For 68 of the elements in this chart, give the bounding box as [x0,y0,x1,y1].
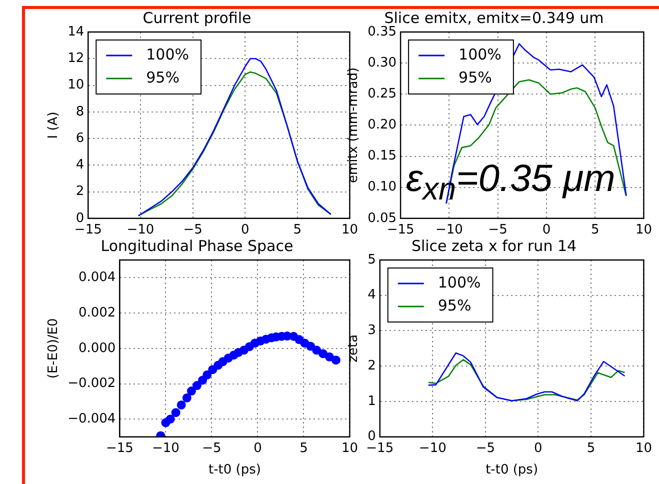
x-tick-label: 10 [341,440,358,456]
point [166,414,175,424]
point [176,400,186,410]
chart-title: Current profile [142,8,252,27]
x-tick-label: −10 [418,440,446,456]
x-axis-title: t-t0 (ps) [208,462,261,478]
x-tick-label: −10 [152,440,180,456]
legend-label: 100% [146,45,190,64]
y-tick-label: 0.002 [78,305,116,320]
point [202,370,212,380]
y-tick-label: 0.15 [368,148,397,164]
x-tick-label: 10 [635,222,652,238]
y-tick-label: −0.004 [68,411,116,426]
x-tick-label: −5 [202,440,222,456]
y-axis-title: emitx (mm-mrad) [346,67,362,183]
point [182,393,192,402]
x-tick-label: −10 [435,222,463,238]
x-tick-label: −5 [183,222,202,238]
point [186,386,196,396]
legend-label: 95% [146,68,180,86]
x-tick-label: −10 [126,222,154,238]
point [192,381,202,390]
chart-title: Longitudinal Phase Space [100,236,294,255]
y-tick-label: 0.004 [78,270,116,286]
point [331,356,340,365]
x-tick-label: 5 [300,440,308,456]
y-tick-label: 5 [368,252,376,268]
y-axis-title: I (A) [46,112,62,139]
chart-title: Slice emitx, emitx=0.349 um [384,8,604,27]
y-tick-label: 0.25 [368,86,397,102]
y-tick-label: −0.002 [68,376,116,392]
x-tick-label: 0 [542,222,551,238]
y-tick-label: 4 [368,288,376,303]
x-tick-label: 10 [635,440,652,456]
y-axis-title: (E-E0)/E0 [46,318,62,379]
legend-label: 100% [458,45,502,64]
y-tick-label: 12 [68,51,84,66]
y-tick-label: 1 [368,394,376,409]
x-tick-label: 5 [590,222,600,238]
x-tick-label: 0 [254,440,262,456]
point [171,408,180,418]
y-tick-label: 2 [76,184,84,200]
y-tick-label: 0.35 [368,24,397,40]
x-tick-label: 5 [586,440,596,456]
y-tick-label: 0.20 [368,118,397,133]
x-tick-label: 10 [341,222,358,238]
y-tick-label: 0.10 [368,180,397,195]
y-axis-title: zeta [346,334,362,362]
x-tick-label: −15 [106,440,134,456]
chart-title: Slice zeta x for run 14 [411,236,577,255]
x-tick-label: −5 [488,222,508,238]
x-axis-title: t-t0 (ps) [486,462,538,478]
y-tick-label: 14 [68,24,84,40]
x-tick-label: −5 [476,440,495,456]
y-tick-label: 2 [368,358,376,374]
x-tick-label: 5 [293,222,302,238]
x-tick-label: 0 [534,440,542,456]
y-tick-label: 4 [76,158,84,173]
y-tick-label: 0.000 [78,340,116,356]
legend-label: 100% [438,273,481,292]
y-tick-label: 3 [368,323,376,338]
y-tick-label: 6 [76,130,84,146]
legend-label: 95% [458,68,492,86]
y-tick-label: 8 [76,104,84,120]
legend-label: 95% [438,296,472,314]
x-tick-label: 0 [240,222,250,238]
y-tick-label: 10 [68,78,84,93]
y-tick-label: 0.30 [368,55,397,70]
